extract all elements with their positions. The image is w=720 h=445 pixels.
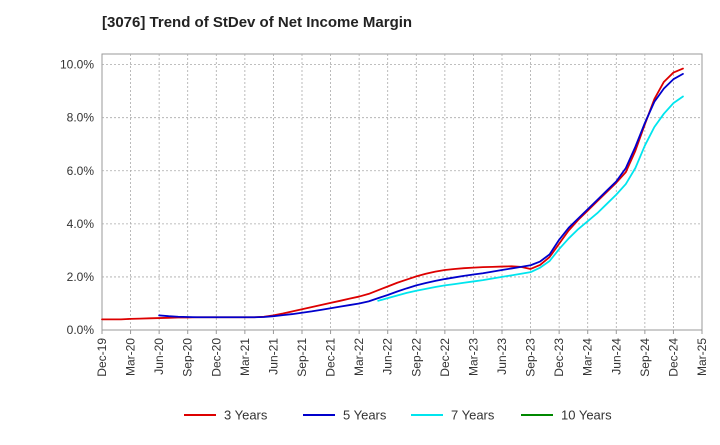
x-tick-label: Mar-22 — [352, 338, 366, 376]
legend-label: 5 Years — [343, 408, 387, 423]
series-line-5-years — [158, 73, 684, 319]
x-tick-label: Jun-23 — [495, 338, 509, 375]
x-tick-label: Mar-21 — [238, 338, 252, 376]
legend-label: 7 Years — [451, 408, 495, 423]
x-tick-label: Jun-20 — [152, 338, 166, 375]
x-tick-label: Jun-24 — [609, 338, 623, 375]
series-layer — [101, 67, 684, 321]
x-tick-label: Sep-20 — [181, 338, 195, 377]
y-tick-label: 2.0% — [67, 270, 95, 284]
x-tick-label: Dec-22 — [438, 338, 452, 377]
x-tick-label: Dec-19 — [95, 338, 109, 377]
axis-layer: 0.0% 2.0% 4.0% 6.0% 8.0% 10.0% Dec-19 Mar-20 Jun… — [60, 58, 709, 377]
y-tick-label: 6.0% — [67, 164, 95, 178]
series-line-3-years — [101, 67, 684, 321]
plot-area-border — [101, 53, 703, 331]
x-tick-label: Dec-21 — [324, 338, 338, 377]
x-tick-label: Sep-24 — [638, 338, 652, 377]
y-tick-label: 4.0% — [67, 217, 95, 231]
y-tick-label: 0.0% — [67, 323, 95, 337]
x-tick-label: Dec-23 — [552, 338, 566, 377]
chart-title: [3076] Trend of StDev of Net Income Marg… — [102, 14, 413, 31]
x-tick-label: Mar-24 — [581, 338, 595, 376]
x-tick-label: Mar-25 — [695, 338, 709, 376]
x-tick-label: Mar-23 — [466, 338, 480, 376]
x-tick-label: Dec-24 — [666, 338, 680, 377]
x-tick-label: Dec-20 — [209, 338, 223, 377]
x-tick-label: Mar-20 — [124, 338, 138, 376]
y-tick-label: 8.0% — [67, 111, 95, 125]
x-tick-label: Jun-22 — [381, 338, 395, 375]
series-line-7-years — [377, 95, 684, 302]
legend-label: 10 Years — [561, 408, 612, 423]
x-tick-label: Sep-22 — [409, 338, 423, 377]
x-tick-label: Sep-21 — [295, 338, 309, 377]
legend: 3 Years 5 Years 7 Years 10 Years — [184, 408, 612, 423]
legend-label: 3 Years — [224, 408, 268, 423]
x-tick-label: Jun-21 — [266, 338, 280, 375]
grid-layer — [101, 53, 703, 331]
y-tick-label: 10.0% — [60, 58, 94, 72]
x-tick-label: Sep-23 — [524, 338, 538, 377]
